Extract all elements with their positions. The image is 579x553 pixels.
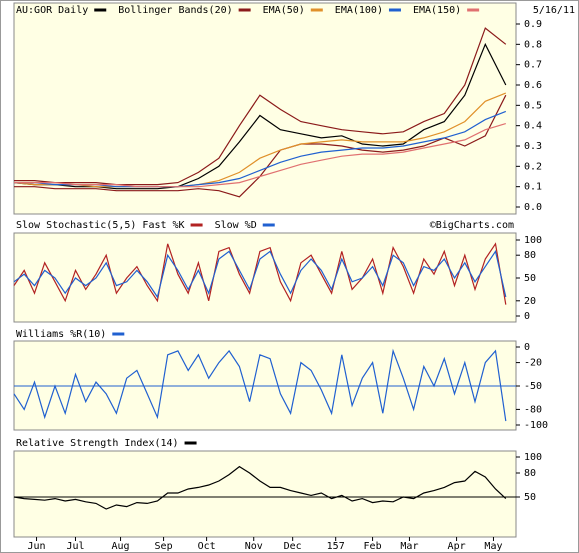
legend-swatch [190,223,203,227]
plot-area [13,450,517,538]
x-tick-label: 157 [327,541,345,552]
series-line [13,465,507,510]
legend-label: EMA(50) [263,5,305,16]
legend-swatch [310,8,323,12]
series-line [13,242,507,305]
y-tick-label: 0.8 [524,39,542,50]
y-tick-label: 0.1 [524,182,542,193]
y-tick-label: 0 [524,311,530,322]
legend-swatch [238,8,251,12]
legend-label: Williams %R(10) [16,329,106,340]
y-tick-label: -50 [524,381,542,392]
y-tick-label: 20 [524,296,536,307]
legend-swatch [262,223,275,227]
y-tick-label: 50 [524,492,536,503]
x-tick-label: Apr [448,541,466,552]
plot-area [13,232,517,323]
series-line [14,123,506,188]
y-tick-label: 0.5 [524,100,542,111]
y-tick-label: 0.4 [524,121,542,132]
date-label: 5/16/11 [533,5,575,16]
y-tick-label: -20 [524,358,542,369]
series-line [14,27,507,186]
series-line [13,249,507,299]
legend-swatch [388,8,401,12]
y-tick-label: 0.7 [524,60,542,71]
y-tick-label: 0.0 [524,202,542,213]
legend-label: Relative Strength Index(14) [16,438,179,449]
legend-label: EMA(150) [413,5,461,16]
legend-label: AU:GOR Daily [16,5,88,16]
x-tick-label: Jul [66,541,84,552]
legend-swatch [184,441,197,445]
legend-swatch [94,8,107,12]
legend-swatch [112,332,125,336]
legend-swatch [467,8,480,12]
x-tick-label: Jun [28,541,46,552]
credit: ©BigCharts.com [430,220,514,231]
x-tick-label: Oct [198,541,216,552]
y-tick-label: 0.6 [524,80,542,91]
x-tick-label: Sep [155,541,173,552]
panel-title: Slow Stochastic(5,5) [16,220,136,231]
y-tick-label: 0.9 [524,19,542,30]
series-line [13,92,507,188]
y-tick-label: -100 [524,420,548,431]
x-tick-label: Aug [112,541,130,552]
legend-label: Fast %K [142,220,184,231]
x-tick-label: Mar [400,541,418,552]
y-tick-label: 80 [524,250,536,261]
x-tick-label: May [484,541,502,552]
y-tick-label: 0.2 [524,161,542,172]
x-tick-label: Feb [364,541,382,552]
series-line [13,348,507,422]
legend-label: Slow %D [215,220,257,231]
x-tick-label: Nov [245,541,263,552]
y-tick-label: 100 [524,452,542,463]
y-tick-label: 0 [524,342,530,353]
x-tick-label: Dec [284,541,302,552]
y-tick-label: -80 [524,404,542,415]
y-tick-label: 100 [524,235,542,246]
plot-area [13,2,517,215]
legend-label: Bollinger Bands(20) [118,5,232,16]
y-tick-label: 0.3 [524,141,542,152]
y-tick-label: 80 [524,468,536,479]
y-tick-label: 50 [524,273,536,284]
legend-label: EMA(100) [335,5,383,16]
